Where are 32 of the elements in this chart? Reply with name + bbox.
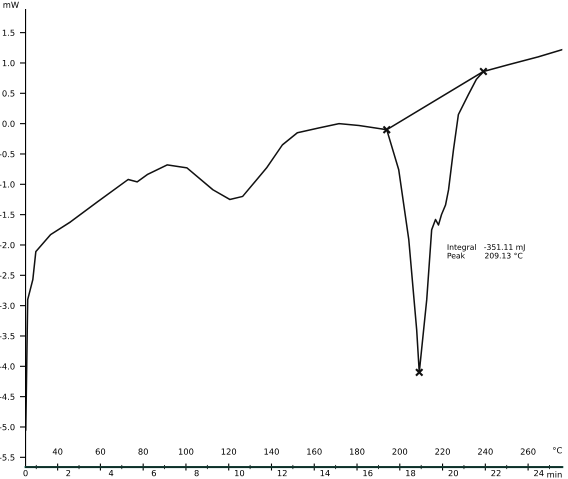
x2-tick-label: 18 bbox=[406, 470, 416, 476]
x2-tick-label: 16 bbox=[363, 470, 372, 476]
x2-tick-label: 6 bbox=[152, 470, 156, 476]
x2-tick-label: 20 bbox=[448, 470, 458, 476]
x2-tick-label: 14 bbox=[320, 470, 330, 476]
y-tick-label: 0.0 bbox=[2, 120, 15, 127]
x-tick-label: 200 bbox=[392, 448, 408, 455]
x-tick-label: 180 bbox=[350, 448, 364, 455]
x2-axis-title: min bbox=[547, 471, 562, 478]
y-axis-title: mW bbox=[4, 2, 19, 8]
x2-tick-label: 24 bbox=[534, 470, 544, 476]
x-tick-label: 100 bbox=[178, 448, 194, 455]
x-tick-label: 40 bbox=[52, 448, 62, 455]
x2-tick-label: 0 bbox=[23, 470, 28, 476]
y-tick-label: 0.5 bbox=[2, 90, 14, 97]
x2-tick-label: 2 bbox=[66, 470, 70, 476]
x-tick-label: 80 bbox=[138, 448, 148, 455]
x-tick-label: 160 bbox=[307, 448, 322, 455]
x2-tick-label: 12 bbox=[278, 470, 287, 476]
x2-tick-label: 10 bbox=[235, 470, 244, 476]
x-tick-label: 220 bbox=[435, 448, 450, 455]
x2-tick-label: 8 bbox=[194, 470, 199, 476]
x2-tick-label: 4 bbox=[108, 470, 114, 476]
x-axis-title: °C bbox=[553, 447, 562, 454]
x-tick-label: 240 bbox=[478, 448, 493, 455]
x-tick-label: 140 bbox=[264, 448, 279, 455]
x-tick-label: 120 bbox=[222, 448, 236, 455]
x-tick-label: 60 bbox=[96, 448, 106, 455]
x-tick-label: 260 bbox=[520, 448, 536, 455]
y-tick-label: 1.0 bbox=[2, 60, 15, 66]
x2-tick-label: 22 bbox=[491, 470, 500, 476]
y-tick-label: 1.5 bbox=[2, 30, 14, 36]
